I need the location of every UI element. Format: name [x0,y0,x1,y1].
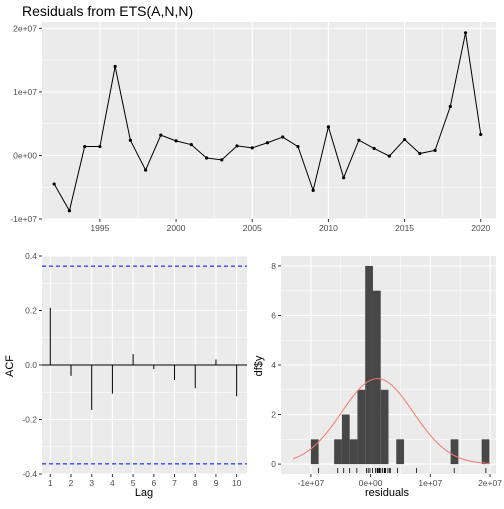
histogram-bar [357,389,366,465]
normal-density-curve [292,378,491,464]
residual-point [250,146,254,150]
y-tick-label: -0.4 [22,469,37,479]
x-tick-label: 9 [214,478,219,488]
histogram-y-ticks: 0 2 4 6 8 [271,261,281,469]
residual-point [189,143,193,147]
time-plot-title: Residuals from ETS(A,N,N) [22,3,193,19]
residual-point [204,156,209,160]
residual-point [372,146,376,151]
residual-point [296,144,300,149]
residual-point [479,132,483,137]
y-tick-label: 4 [271,360,276,370]
residual-point [281,135,285,139]
residual-point [113,64,117,69]
residuals-histogram: 0 2 4 6 8 -1e+07 0e+00 1e+07 2e+07 residuals df… [253,256,502,499]
x-tick-label: 2 [69,478,74,488]
y-tick-label: 2e+07 [13,23,37,33]
residual-point [342,176,346,180]
histogram-x-axis-title: residuals [365,487,410,499]
residual-point [143,168,148,172]
histogram-bar [365,265,373,465]
histogram-bar [334,439,342,465]
residual-point [83,144,87,149]
residual-point [402,137,407,142]
residual-point [52,182,56,186]
residual-point [326,125,331,129]
histogram-normal-curve [292,378,491,464]
residual-point [357,138,361,142]
x-tick-label: 2e+07 [478,478,502,488]
histogram-bar [481,439,490,465]
residual-point [67,209,72,213]
y-tick-label: -0.2 [22,415,37,425]
time-plot-grid [42,22,496,220]
residual-point [128,138,132,142]
y-tick-label: -1e+07 [10,214,37,224]
y-tick-label: 6 [271,310,276,320]
x-tick-label: 6 [151,478,156,488]
histogram-bar [341,414,350,465]
histogram-bar [372,290,381,465]
histogram-bar [349,439,358,465]
time-plot-y-ticks: -1e+07 0e+00 1e+07 2e+07 [10,23,42,224]
acf-y-ticks: -0.4 -0.2 0.0 0.2 0.4 [22,251,42,479]
x-tick-label: 1995 [90,223,109,233]
residual-point [220,158,224,162]
x-tick-label: 1e+07 [418,478,442,488]
x-tick-label: 3 [89,478,94,488]
histogram-bar [310,439,319,465]
y-tick-label: 0 [271,459,276,469]
histogram-rug [318,468,487,473]
histogram-bar [450,439,459,465]
y-tick-label: 8 [271,261,276,271]
x-tick-label: 1 [48,478,53,488]
acf-x-ticks: 1 2 3 4 5 6 7 8 9 10 [48,474,242,488]
x-tick-label: 10 [232,478,242,488]
acf-x-axis-title: Lag [135,487,153,499]
residual-point [433,148,437,152]
y-tick-label: 0.4 [25,251,37,261]
residual-point [311,188,315,193]
x-tick-label: 0e+00 [359,478,383,488]
time-plot-panel [42,22,496,219]
histogram-bars [310,265,490,465]
y-tick-label: 1e+07 [13,87,37,97]
x-tick-label: 2015 [395,223,414,233]
histogram-x-ticks: -1e+07 0e+00 1e+07 2e+07 [298,474,502,488]
x-tick-label: 5 [131,478,136,488]
x-tick-label: 4 [110,478,115,488]
x-tick-label: 2000 [167,223,186,233]
y-tick-label: 0.2 [25,306,37,316]
y-tick-label: 0.0 [25,360,37,370]
residual-point [174,139,178,143]
residual-point [418,151,422,156]
residual-point [159,133,163,137]
time-plot-x-ticks: 1995 2000 2005 2010 2015 2020 [90,219,490,233]
y-tick-label: 2 [271,410,276,420]
histogram-bar [380,389,389,465]
x-tick-label: 2020 [471,223,490,233]
acf-marks [42,265,247,465]
acf-y-axis-title: ACF [4,355,16,377]
residual-point [387,154,391,158]
acf-plot: -0.4 -0.2 0.0 0.2 0.4 1 2 3 4 5 6 7 8 9 10 Lag ACF [4,251,247,499]
x-tick-label: 2010 [319,223,338,233]
time-plot-series [52,31,483,213]
histogram-bar [396,439,405,465]
y-tick-label: 0e+00 [13,150,37,160]
residual-point [98,144,102,149]
residual-point [235,144,239,148]
residual-point [265,141,270,145]
residuals-time-plot: Residuals from ETS(A,N,N) -1e+07 0e+00 1e+… [10,3,496,233]
residual-point [448,104,452,109]
histogram-y-axis-title: df$y [253,355,265,376]
x-tick-label: 2005 [243,223,262,233]
x-tick-label: 8 [193,478,198,488]
residual-point [463,31,468,35]
x-tick-label: 7 [172,478,177,488]
x-tick-label: -1e+07 [298,478,325,488]
